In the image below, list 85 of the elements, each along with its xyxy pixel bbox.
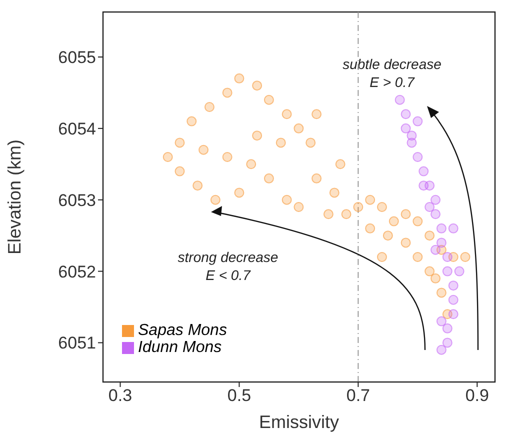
point	[424, 230, 435, 241]
point	[210, 194, 220, 205]
point	[382, 230, 393, 241]
point	[376, 252, 387, 262]
y-axis-title: Elevation (km)	[4, 139, 24, 255]
point	[394, 94, 405, 105]
point	[204, 102, 214, 112]
point	[174, 166, 185, 176]
point	[306, 138, 316, 148]
x-tick-label: 0.3	[108, 386, 132, 406]
point	[252, 80, 262, 91]
point	[412, 216, 423, 226]
point	[341, 209, 352, 220]
point	[430, 244, 441, 255]
x-axis-title: Emissivity	[259, 412, 339, 432]
point	[365, 194, 376, 205]
point	[436, 238, 446, 248]
y-tick-label: 6052	[58, 262, 96, 282]
point	[234, 73, 244, 84]
point	[400, 209, 411, 220]
point	[448, 309, 458, 320]
point	[323, 209, 334, 220]
y-tick-label: 6053	[58, 190, 96, 210]
point	[234, 188, 244, 198]
point	[406, 130, 417, 141]
point	[329, 188, 340, 198]
point	[376, 202, 387, 212]
legend-label: Idunn Mons	[138, 339, 222, 356]
point	[460, 252, 470, 262]
point	[442, 338, 452, 348]
point	[282, 109, 292, 120]
point	[294, 202, 304, 212]
legend-label: Sapas Mons	[138, 322, 227, 339]
point	[442, 252, 452, 262]
point	[222, 152, 232, 162]
point	[448, 280, 458, 291]
x-tick-label: 0.7	[346, 386, 370, 406]
point	[412, 116, 423, 126]
point	[448, 223, 458, 234]
point	[264, 94, 274, 105]
point	[264, 173, 274, 184]
point	[418, 166, 429, 176]
point	[412, 252, 423, 262]
point	[192, 180, 203, 191]
point	[442, 266, 452, 276]
point	[365, 223, 376, 234]
point	[430, 209, 441, 220]
point	[436, 344, 446, 355]
annotation: subtle decrease E > 0.7	[342, 56, 442, 90]
point	[312, 173, 322, 184]
point	[282, 194, 292, 205]
point	[294, 123, 304, 134]
point	[335, 159, 346, 170]
point	[436, 316, 446, 326]
point	[400, 109, 411, 120]
point	[222, 88, 232, 98]
x-tick-label: 0.9	[465, 386, 489, 406]
y-tick-label: 6054	[58, 119, 96, 138]
point	[162, 152, 173, 162]
point	[252, 130, 262, 141]
y-tick-label: 6055	[58, 48, 96, 68]
point	[418, 180, 429, 191]
point	[388, 216, 399, 226]
point	[246, 159, 256, 170]
point	[353, 202, 364, 212]
point	[436, 223, 446, 234]
point	[448, 294, 458, 305]
point	[430, 194, 441, 205]
point	[424, 202, 435, 212]
point	[198, 144, 209, 155]
point	[186, 116, 197, 126]
point	[312, 109, 322, 120]
point	[400, 123, 411, 134]
point	[400, 238, 411, 248]
y-tick-label: 6051	[58, 334, 96, 353]
point	[442, 323, 452, 334]
point	[412, 152, 423, 162]
point	[174, 138, 185, 148]
point	[430, 273, 441, 284]
point	[454, 266, 464, 276]
point	[276, 138, 286, 148]
point	[424, 266, 435, 276]
annotation: strong decrease E < 0.7	[178, 249, 278, 283]
point	[436, 288, 446, 298]
x-tick-label: 0.5	[227, 386, 252, 406]
